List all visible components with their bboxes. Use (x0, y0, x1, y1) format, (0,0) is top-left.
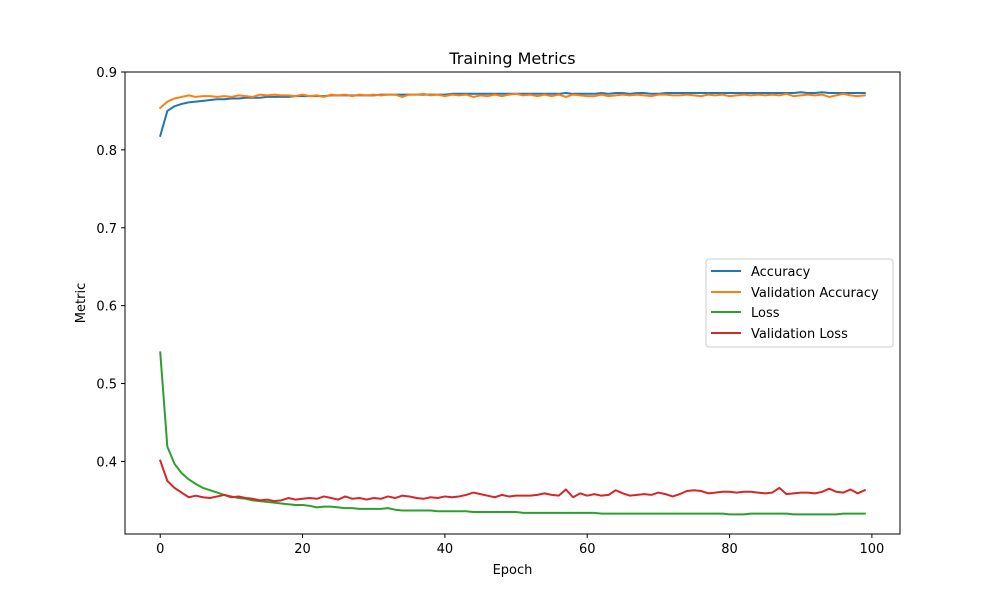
x-tick-label: 80 (721, 542, 738, 557)
legend: Accuracy Validation Accuracy Loss Valida… (705, 258, 894, 348)
y-tick-label: 0.6 (96, 300, 117, 315)
legend-label-accuracy: Accuracy (751, 265, 811, 280)
legend-label-loss: Loss (751, 306, 780, 321)
series-line-validation-accuracy (158, 92, 866, 110)
y-tick-label: 0.5 (96, 378, 117, 393)
x-tick-label: 0 (156, 542, 164, 557)
legend-label-validation-loss: Validation Loss (751, 327, 848, 342)
series-line-loss (159, 351, 866, 516)
y-tick-label: 0.9 (96, 66, 117, 81)
series-line-validation-loss (158, 459, 867, 503)
axes-frame (124, 71, 901, 535)
x-tick-label: 40 (437, 542, 454, 557)
chart-title: Training Metrics (448, 49, 575, 68)
x-tick-label: 60 (579, 542, 596, 557)
y-tick-label: 0.7 (96, 222, 117, 237)
y-axis: 0.4 0.5 0.6 0.7 0.8 0.9 (96, 66, 125, 470)
x-axis-title: Epoch (493, 563, 533, 578)
y-tick-label: 0.4 (96, 455, 117, 470)
legend-label-validation-accuracy: Validation Accuracy (751, 286, 879, 301)
series-lines (158, 91, 867, 516)
y-axis-title: Metric (74, 283, 89, 323)
legend-box (705, 258, 894, 348)
y-tick-label: 0.8 (96, 144, 117, 159)
plot-area: 0 20 40 60 80 100 0.4 0.5 0.6 0.7 0.8 0.9 (96, 66, 901, 557)
x-axis: 0 20 40 60 80 100 (156, 534, 884, 557)
x-tick-label: 100 (859, 542, 884, 557)
x-tick-label: 20 (294, 542, 311, 557)
